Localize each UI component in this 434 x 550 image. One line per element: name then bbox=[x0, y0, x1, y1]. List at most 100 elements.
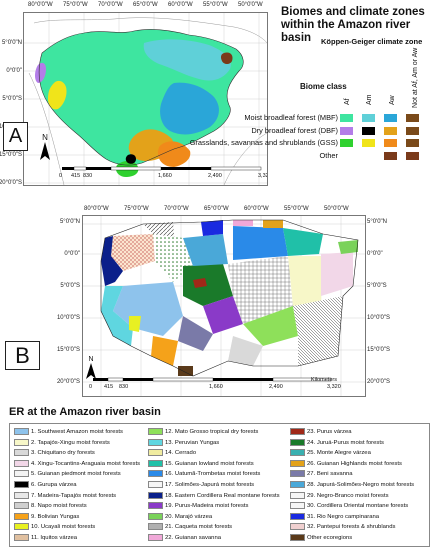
er-swatch bbox=[290, 470, 305, 478]
er-label: 28. Japurá-Solimões-Negro moist forests bbox=[307, 482, 415, 489]
er-swatch bbox=[14, 428, 29, 435]
north-label: N bbox=[42, 133, 48, 142]
scale-tick-label: 1,660 bbox=[158, 173, 172, 179]
er-swatch bbox=[14, 438, 29, 446]
legend-swatch bbox=[384, 126, 397, 135]
er-label: 10. Ucayali moist forests bbox=[31, 524, 96, 531]
er-guianan-lowland bbox=[283, 228, 323, 256]
lon-tick-label: 50°0'0"W bbox=[238, 2, 263, 8]
er-label: 8. Napo moist forests bbox=[31, 503, 87, 510]
er-label: 12. Mato Grosso tropical dry forests bbox=[165, 429, 259, 436]
scale-tick-label: 3,320 bbox=[327, 384, 341, 390]
panel-a-title-line2: within the Amazon river basin bbox=[281, 19, 411, 44]
lat-tick-label: 5°0'0"N bbox=[1, 40, 22, 46]
panel-a-basin-gss-aw bbox=[158, 141, 191, 167]
lat-tick-label: 10°0'0"S bbox=[56, 315, 80, 321]
er-label: 15. Guianan lowland moist forests bbox=[165, 460, 254, 467]
er-label: 25. Monte Alegre várzea bbox=[307, 450, 371, 457]
er-swatch bbox=[290, 491, 305, 499]
lat-tick-label: 10°0'0"S bbox=[367, 315, 391, 321]
er-legend-item: 17. Solimões-Japurá moist forests bbox=[148, 481, 254, 489]
er-legend-item: 4. Xingu-Tocantins-Araguaia moist forest… bbox=[14, 459, 141, 468]
er-legend-item: 22. Guianan savanna bbox=[148, 534, 221, 542]
lat-tick-label: 0°0'0" bbox=[367, 251, 383, 257]
legend-swatch bbox=[340, 114, 353, 122]
er-swatch bbox=[148, 470, 163, 478]
er-label: 24. Juruá-Purus moist forests bbox=[307, 439, 384, 446]
panel-b: 80°0'0"W 75°0'0"W 70°0'0"W 65°0'0"W 60°0'0"W… bbox=[0, 205, 434, 400]
panel-b-basin-outline bbox=[100, 219, 359, 377]
biome-row-label: Moist broadleaf forest (MBF) bbox=[244, 113, 338, 122]
er-legend-item: 24. Juruá-Purus moist forests bbox=[290, 438, 384, 447]
er-label: 32. Pantepui forests & shrublands bbox=[307, 524, 396, 531]
er-legend: 1. Southwest Amazon moist forests 2. Tapa… bbox=[9, 423, 430, 547]
er-eastern-cordillera bbox=[101, 236, 123, 286]
legend-swatch bbox=[384, 139, 397, 147]
er-napo bbox=[111, 234, 155, 271]
biome-row-label: Grasslands, savannas and shrublands (GSS… bbox=[189, 138, 338, 147]
scale-tick-label: 2,490 bbox=[269, 384, 283, 390]
er-label: 19. Purus-Madeira moist forests bbox=[165, 503, 249, 510]
lon-tick-label: 65°0'0"W bbox=[204, 206, 229, 212]
er-legend-item: 27. Beni savanna bbox=[290, 470, 353, 478]
er-label: Other ecoregions bbox=[307, 535, 353, 542]
er-swatch bbox=[290, 523, 305, 531]
er-label: 5. Guianan piedmont moist forests bbox=[31, 471, 121, 478]
er-purus-varzea bbox=[193, 278, 207, 288]
lon-tick-label: 65°0'0"W bbox=[133, 2, 158, 8]
panel-a-basin-gss-am bbox=[48, 80, 67, 110]
er-swatch bbox=[290, 438, 305, 446]
er-legend-item: 20. Marajó várzea bbox=[148, 512, 212, 521]
lat-tick-label: 5°0'0"N bbox=[367, 219, 388, 225]
er-label: 14. Cerrado bbox=[165, 450, 197, 457]
scale-tick-label: 1,660 bbox=[209, 384, 223, 390]
panel-a-basin-outline bbox=[38, 29, 244, 166]
er-guianan-savanna bbox=[233, 220, 253, 226]
er-legend-item: 7. Madeira-Tapajós moist forests bbox=[14, 491, 116, 500]
lat-tick-label: 0°0'0" bbox=[6, 68, 22, 74]
er-label: 4. Xingu-Tocantins-Araguaia moist forest… bbox=[31, 460, 141, 467]
er-label: 22. Guianan savanna bbox=[165, 535, 222, 542]
er-swatch bbox=[14, 512, 29, 520]
er-label: 1. Southwest Amazon moist forests bbox=[31, 429, 124, 436]
legend-swatch bbox=[362, 139, 375, 147]
lat-tick-label: 5°0'0"S bbox=[60, 283, 80, 289]
er-legend-item: 14. Cerrado bbox=[148, 449, 196, 457]
er-legend-title: ER at the Amazon river basin bbox=[9, 406, 161, 418]
scale-tick-label: 3,320 bbox=[258, 173, 267, 179]
er-legend-item: 2. Tapajós-Xingu moist forests bbox=[14, 438, 110, 447]
panel-a-basin-dbf-af bbox=[35, 62, 46, 83]
er-swatch bbox=[148, 449, 163, 457]
legend-swatch bbox=[340, 139, 353, 147]
legend-swatch bbox=[406, 126, 419, 135]
north-arrow-icon bbox=[40, 142, 50, 160]
er-label: 31. Rio Negro campinarana bbox=[307, 513, 380, 520]
lon-tick-label: 50°0'0"W bbox=[324, 206, 349, 212]
er-swatch bbox=[148, 428, 163, 435]
lon-tick-label: 75°0'0"W bbox=[63, 2, 88, 8]
er-swatch bbox=[290, 459, 305, 467]
er-legend-item: 21. Caqueta moist forests bbox=[148, 523, 232, 531]
er-legend-item: 16. Uatumã-Trombetas moist forests bbox=[148, 470, 260, 478]
er-legend-item: 5. Guianan piedmont moist forests bbox=[14, 470, 121, 478]
er-legend-item: 28. Japurá-Solimões-Negro moist forests bbox=[290, 481, 414, 489]
panel-b-map-svg bbox=[83, 216, 365, 396]
er-chiquitano bbox=[228, 336, 263, 366]
er-swatch bbox=[14, 523, 29, 531]
panel-b-scale-bar: 0 415 830 1,660 2,490 3,320 Kilometers bbox=[89, 376, 341, 394]
er-swatch bbox=[290, 449, 305, 457]
scale-tick-label: 0 bbox=[89, 384, 93, 390]
lon-tick-label: 75°0'0"W bbox=[124, 206, 149, 212]
er-legend-item: 11. Iquitos várzea bbox=[14, 534, 77, 542]
er-other bbox=[178, 366, 193, 376]
er-label: 3. Chiquitano dry forests bbox=[31, 450, 95, 457]
scale-tick-label: 830 bbox=[83, 173, 93, 179]
er-legend-item: 8. Napo moist forests bbox=[14, 502, 87, 510]
er-label: 30. Cordillera Oriental montane forests bbox=[307, 503, 409, 510]
koppen-title: Köppen-Geiger climate zone bbox=[321, 37, 423, 46]
scale-tick-label: 0 bbox=[59, 173, 63, 179]
er-madeira-tapajos bbox=[228, 256, 293, 324]
er-uatuma-trombetas bbox=[233, 226, 288, 260]
er-bolivian-yungas bbox=[151, 336, 178, 366]
